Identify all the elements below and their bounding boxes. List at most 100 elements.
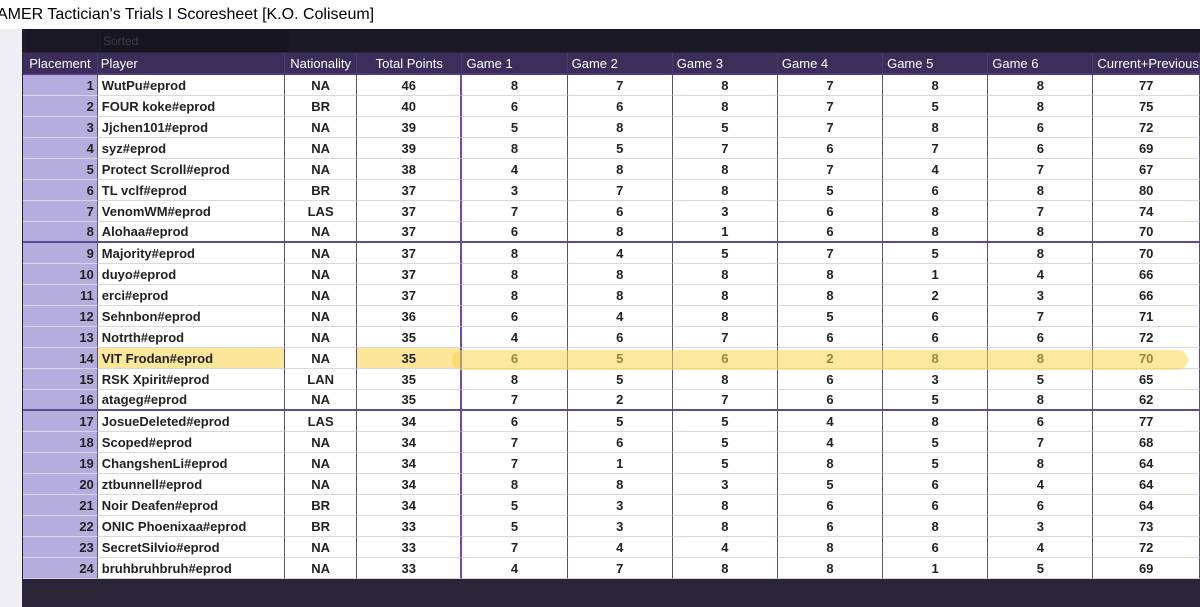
current-previous-cell[interactable]: 69 xyxy=(1093,558,1200,579)
player-cell[interactable]: JosueDeleted#eprod xyxy=(97,411,286,432)
game-1-cell[interactable]: 5 xyxy=(462,117,568,138)
total-points-cell[interactable]: 37 xyxy=(357,243,463,264)
player-cell[interactable]: ztbunnell#eprod xyxy=(97,474,286,495)
current-previous-cell[interactable]: 67 xyxy=(1093,159,1200,180)
header-game-4[interactable]: Game 4 xyxy=(777,53,884,75)
game-2-cell[interactable]: 8 xyxy=(567,474,673,495)
player-cell[interactable]: VIT Frodan#eprod xyxy=(97,348,286,369)
game-1-cell[interactable]: 7 xyxy=(462,201,568,222)
game-2-cell[interactable]: 3 xyxy=(567,516,673,537)
game-3-cell[interactable]: 3 xyxy=(672,201,778,222)
game-6-cell[interactable]: 3 xyxy=(988,516,1094,537)
placement-cell[interactable]: 19 xyxy=(23,453,98,474)
game-6-cell[interactable]: 8 xyxy=(988,390,1094,411)
game-3-cell[interactable]: 8 xyxy=(672,96,778,117)
game-4-cell[interactable]: 5 xyxy=(777,180,884,201)
total-points-cell[interactable]: 37 xyxy=(357,180,463,201)
game-5-cell[interactable]: 5 xyxy=(883,243,989,264)
placement-cell[interactable]: 5 xyxy=(23,159,98,180)
player-cell[interactable]: Jjchen101#eprod xyxy=(97,117,286,138)
game-2-cell[interactable]: 6 xyxy=(567,327,673,348)
game-1-cell[interactable]: 4 xyxy=(462,327,568,348)
game-2-cell[interactable]: 6 xyxy=(567,96,673,117)
placement-cell[interactable]: 17 xyxy=(23,411,98,432)
game-3-cell[interactable]: 8 xyxy=(672,159,778,180)
nationality-cell[interactable]: LAN xyxy=(285,369,358,390)
game-5-cell[interactable]: 5 xyxy=(883,432,989,453)
player-cell[interactable]: Majority#eprod xyxy=(97,243,286,264)
current-previous-cell[interactable]: 77 xyxy=(1093,75,1200,96)
game-4-cell[interactable]: 8 xyxy=(777,453,884,474)
placement-cell[interactable]: 22 xyxy=(23,516,98,537)
player-cell[interactable]: atageg#eprod xyxy=(97,390,286,411)
game-5-cell[interactable]: 5 xyxy=(883,390,989,411)
total-points-cell[interactable]: 35 xyxy=(357,327,463,348)
current-previous-cell[interactable]: 64 xyxy=(1093,453,1200,474)
game-6-cell[interactable]: 8 xyxy=(988,222,1094,243)
total-points-cell[interactable]: 37 xyxy=(357,264,463,285)
game-2-cell[interactable]: 7 xyxy=(567,558,673,579)
game-5-cell[interactable]: 8 xyxy=(883,75,989,96)
total-points-cell[interactable]: 35 xyxy=(357,348,463,369)
game-5-cell[interactable]: 8 xyxy=(883,516,989,537)
game-6-cell[interactable]: 8 xyxy=(988,243,1094,264)
total-points-cell[interactable]: 38 xyxy=(357,159,463,180)
game-5-cell[interactable]: 6 xyxy=(883,474,989,495)
nationality-cell[interactable]: LAS xyxy=(285,201,358,222)
nationality-cell[interactable]: NA xyxy=(285,348,358,369)
current-previous-cell[interactable]: 68 xyxy=(1093,432,1200,453)
game-4-cell[interactable]: 5 xyxy=(777,306,884,327)
nationality-cell[interactable]: NA xyxy=(285,222,358,243)
game-6-cell[interactable]: 8 xyxy=(988,453,1094,474)
game-2-cell[interactable]: 6 xyxy=(567,201,673,222)
placement-cell[interactable]: 12 xyxy=(23,306,98,327)
game-2-cell[interactable]: 8 xyxy=(567,264,673,285)
game-4-cell[interactable]: 8 xyxy=(777,264,884,285)
game-1-cell[interactable]: 5 xyxy=(462,495,568,516)
placement-cell[interactable]: 20 xyxy=(23,474,98,495)
nationality-cell[interactable]: NA xyxy=(285,474,358,495)
game-5-cell[interactable]: 8 xyxy=(883,411,989,432)
placement-cell[interactable]: 11 xyxy=(23,285,98,306)
current-previous-cell[interactable]: 72 xyxy=(1093,117,1200,138)
game-5-cell[interactable]: 5 xyxy=(883,96,989,117)
nationality-cell[interactable]: BR xyxy=(285,495,358,516)
placement-cell[interactable]: 13 xyxy=(23,327,98,348)
game-3-cell[interactable]: 8 xyxy=(672,75,778,96)
player-cell[interactable]: VenomWM#eprod xyxy=(97,201,286,222)
game-1-cell[interactable]: 8 xyxy=(462,285,568,306)
game-2-cell[interactable]: 2 xyxy=(567,390,673,411)
game-3-cell[interactable]: 8 xyxy=(672,306,778,327)
game-5-cell[interactable]: 7 xyxy=(883,138,989,159)
current-previous-cell[interactable]: 66 xyxy=(1093,264,1200,285)
player-cell[interactable]: Protect Scroll#eprod xyxy=(97,159,286,180)
game-5-cell[interactable]: 8 xyxy=(883,117,989,138)
game-6-cell[interactable]: 4 xyxy=(988,537,1094,558)
total-points-cell[interactable]: 35 xyxy=(357,369,463,390)
player-cell[interactable]: SecretSilvio#eprod xyxy=(97,537,286,558)
game-1-cell[interactable]: 4 xyxy=(462,558,568,579)
placement-cell[interactable]: 4 xyxy=(23,138,98,159)
game-1-cell[interactable]: 3 xyxy=(462,180,568,201)
header-game-2[interactable]: Game 2 xyxy=(567,53,673,75)
game-2-cell[interactable]: 7 xyxy=(567,180,673,201)
game-1-cell[interactable]: 6 xyxy=(462,306,568,327)
current-previous-cell[interactable]: 72 xyxy=(1093,327,1200,348)
game-3-cell[interactable]: 4 xyxy=(672,537,778,558)
current-previous-cell[interactable]: 80 xyxy=(1093,180,1200,201)
game-3-cell[interactable]: 8 xyxy=(672,285,778,306)
game-4-cell[interactable]: 6 xyxy=(777,495,884,516)
player-cell[interactable]: bruhbruhbruh#eprod xyxy=(97,558,286,579)
player-cell[interactable]: Noir Deafen#eprod xyxy=(97,495,286,516)
total-points-cell[interactable]: 34 xyxy=(357,453,463,474)
game-2-cell[interactable]: 4 xyxy=(567,306,673,327)
player-cell[interactable]: ONIC Phoenixaa#eprod xyxy=(97,516,286,537)
total-points-cell[interactable]: 34 xyxy=(357,411,463,432)
game-4-cell[interactable]: 7 xyxy=(777,75,884,96)
placement-cell[interactable]: 18 xyxy=(23,432,98,453)
total-points-cell[interactable]: 33 xyxy=(357,558,463,579)
nationality-cell[interactable]: NA xyxy=(285,327,358,348)
game-2-cell[interactable]: 8 xyxy=(567,159,673,180)
placement-cell[interactable]: 7 xyxy=(23,201,98,222)
game-4-cell[interactable]: 4 xyxy=(777,411,884,432)
